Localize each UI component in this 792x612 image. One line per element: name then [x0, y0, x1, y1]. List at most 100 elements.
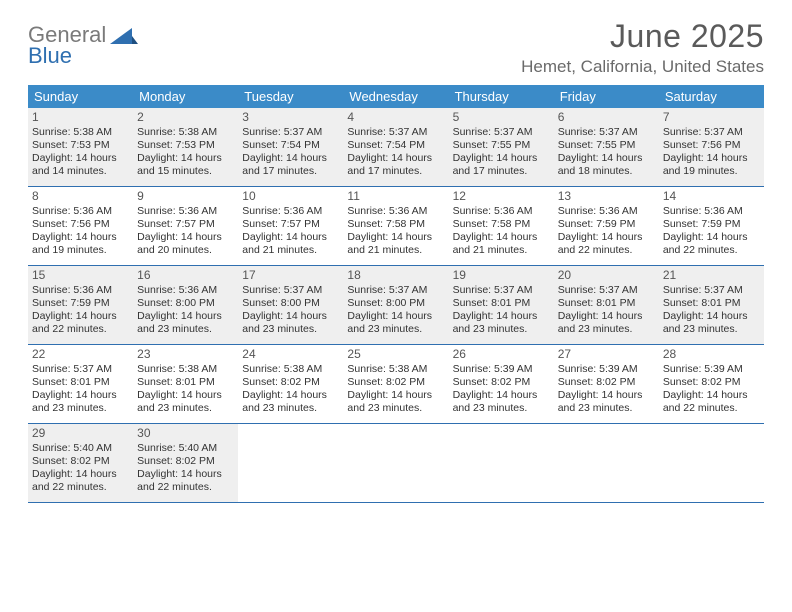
sunset-line: Sunset: 8:02 PM: [453, 376, 550, 389]
daylight-line-1: Daylight: 14 hours: [453, 152, 550, 165]
day-number: 5: [453, 110, 550, 124]
sunset-line: Sunset: 7:56 PM: [32, 218, 129, 231]
day-number: 2: [137, 110, 234, 124]
weekday-header: Saturday: [659, 85, 764, 108]
day-cell: 14Sunrise: 5:36 AMSunset: 7:59 PMDayligh…: [659, 187, 764, 265]
day-cell: 8Sunrise: 5:36 AMSunset: 7:56 PMDaylight…: [28, 187, 133, 265]
weekday-header: Tuesday: [238, 85, 343, 108]
sunrise-line: Sunrise: 5:36 AM: [137, 205, 234, 218]
daylight-line-1: Daylight: 14 hours: [558, 389, 655, 402]
logo: General Blue: [28, 18, 138, 67]
daylight-line-1: Daylight: 14 hours: [347, 389, 444, 402]
sunset-line: Sunset: 7:59 PM: [663, 218, 760, 231]
sunset-line: Sunset: 7:55 PM: [453, 139, 550, 152]
day-cell: 2Sunrise: 5:38 AMSunset: 7:53 PMDaylight…: [133, 108, 238, 186]
day-number: 6: [558, 110, 655, 124]
sunrise-line: Sunrise: 5:36 AM: [453, 205, 550, 218]
sunrise-line: Sunrise: 5:38 AM: [242, 363, 339, 376]
sunrise-line: Sunrise: 5:37 AM: [663, 284, 760, 297]
sunset-line: Sunset: 8:02 PM: [347, 376, 444, 389]
day-number: 23: [137, 347, 234, 361]
day-number: 15: [32, 268, 129, 282]
day-cell: 20Sunrise: 5:37 AMSunset: 8:01 PMDayligh…: [554, 266, 659, 344]
sunset-line: Sunset: 8:01 PM: [137, 376, 234, 389]
sunrise-line: Sunrise: 5:39 AM: [558, 363, 655, 376]
day-number: 25: [347, 347, 444, 361]
sunrise-line: Sunrise: 5:38 AM: [32, 126, 129, 139]
weekday-header: Sunday: [28, 85, 133, 108]
sunrise-line: Sunrise: 5:36 AM: [558, 205, 655, 218]
daylight-line-1: Daylight: 14 hours: [663, 231, 760, 244]
daylight-line-1: Daylight: 14 hours: [137, 389, 234, 402]
day-cell: 7Sunrise: 5:37 AMSunset: 7:56 PMDaylight…: [659, 108, 764, 186]
daylight-line-2: and 23 minutes.: [453, 323, 550, 336]
sunrise-line: Sunrise: 5:37 AM: [242, 284, 339, 297]
sunrise-line: Sunrise: 5:39 AM: [453, 363, 550, 376]
daylight-line-1: Daylight: 14 hours: [242, 310, 339, 323]
sunset-line: Sunset: 7:53 PM: [137, 139, 234, 152]
sunrise-line: Sunrise: 5:38 AM: [347, 363, 444, 376]
day-cell: 22Sunrise: 5:37 AMSunset: 8:01 PMDayligh…: [28, 345, 133, 423]
sunrise-line: Sunrise: 5:36 AM: [242, 205, 339, 218]
daylight-line-2: and 17 minutes.: [347, 165, 444, 178]
day-number: 30: [137, 426, 234, 440]
daylight-line-2: and 22 minutes.: [32, 481, 129, 494]
day-cell: 4Sunrise: 5:37 AMSunset: 7:54 PMDaylight…: [343, 108, 448, 186]
weeks-container: 1Sunrise: 5:38 AMSunset: 7:53 PMDaylight…: [28, 108, 764, 503]
daylight-line-1: Daylight: 14 hours: [347, 152, 444, 165]
sunset-line: Sunset: 7:59 PM: [32, 297, 129, 310]
day-number: 16: [137, 268, 234, 282]
week-row: 8Sunrise: 5:36 AMSunset: 7:56 PMDaylight…: [28, 187, 764, 266]
daylight-line-2: and 22 minutes.: [663, 244, 760, 257]
day-number: 22: [32, 347, 129, 361]
sunrise-line: Sunrise: 5:39 AM: [663, 363, 760, 376]
sunrise-line: Sunrise: 5:37 AM: [347, 284, 444, 297]
day-cell: 29Sunrise: 5:40 AMSunset: 8:02 PMDayligh…: [28, 424, 133, 502]
day-cell: 30Sunrise: 5:40 AMSunset: 8:02 PMDayligh…: [133, 424, 238, 502]
daylight-line-1: Daylight: 14 hours: [453, 389, 550, 402]
day-number: 19: [453, 268, 550, 282]
day-number: 28: [663, 347, 760, 361]
weekday-header: Monday: [133, 85, 238, 108]
day-number: 7: [663, 110, 760, 124]
daylight-line-2: and 22 minutes.: [558, 244, 655, 257]
daylight-line-2: and 19 minutes.: [663, 165, 760, 178]
week-row: 29Sunrise: 5:40 AMSunset: 8:02 PMDayligh…: [28, 424, 764, 503]
day-number: 18: [347, 268, 444, 282]
sunset-line: Sunset: 7:59 PM: [558, 218, 655, 231]
daylight-line-1: Daylight: 14 hours: [32, 152, 129, 165]
day-cell: 16Sunrise: 5:36 AMSunset: 8:00 PMDayligh…: [133, 266, 238, 344]
day-number: 10: [242, 189, 339, 203]
daylight-line-2: and 23 minutes.: [242, 402, 339, 415]
sunrise-line: Sunrise: 5:38 AM: [137, 363, 234, 376]
sunset-line: Sunset: 8:02 PM: [32, 455, 129, 468]
daylight-line-1: Daylight: 14 hours: [137, 310, 234, 323]
month-title: June 2025: [521, 18, 764, 55]
day-cell: 23 Sunrise: 5:38 AMSunset: 8:01 PMDayligh…: [133, 345, 238, 423]
calendar: SundayMondayTuesdayWednesdayThursdayFrid…: [28, 85, 764, 503]
day-cell: 5Sunrise: 5:37 AMSunset: 7:55 PMDaylight…: [449, 108, 554, 186]
day-number: 24: [242, 347, 339, 361]
daylight-line-2: and 22 minutes.: [137, 481, 234, 494]
empty-cell: [449, 424, 554, 502]
sunset-line: Sunset: 8:02 PM: [558, 376, 655, 389]
sunrise-line: Sunrise: 5:38 AM: [137, 126, 234, 139]
daylight-line-1: Daylight: 14 hours: [32, 389, 129, 402]
day-cell: 11Sunrise: 5:36 AMSunset: 7:58 PMDayligh…: [343, 187, 448, 265]
sunrise-line: Sunrise: 5:37 AM: [242, 126, 339, 139]
sunset-line: Sunset: 8:02 PM: [663, 376, 760, 389]
weekday-header: Friday: [554, 85, 659, 108]
sunrise-line: Sunrise: 5:37 AM: [347, 126, 444, 139]
daylight-line-1: Daylight: 14 hours: [453, 310, 550, 323]
sunset-line: Sunset: 8:00 PM: [137, 297, 234, 310]
daylight-line-1: Daylight: 14 hours: [137, 468, 234, 481]
logo-text-blue: Blue: [28, 45, 106, 67]
day-cell: 6Sunrise: 5:37 AMSunset: 7:55 PMDaylight…: [554, 108, 659, 186]
day-cell: 28Sunrise: 5:39 AMSunset: 8:02 PMDayligh…: [659, 345, 764, 423]
daylight-line-2: and 21 minutes.: [347, 244, 444, 257]
daylight-line-2: and 22 minutes.: [663, 402, 760, 415]
sunset-line: Sunset: 8:00 PM: [242, 297, 339, 310]
sunrise-line: Sunrise: 5:37 AM: [32, 363, 129, 376]
sunrise-line: Sunrise: 5:37 AM: [558, 284, 655, 297]
sunset-line: Sunset: 7:57 PM: [137, 218, 234, 231]
